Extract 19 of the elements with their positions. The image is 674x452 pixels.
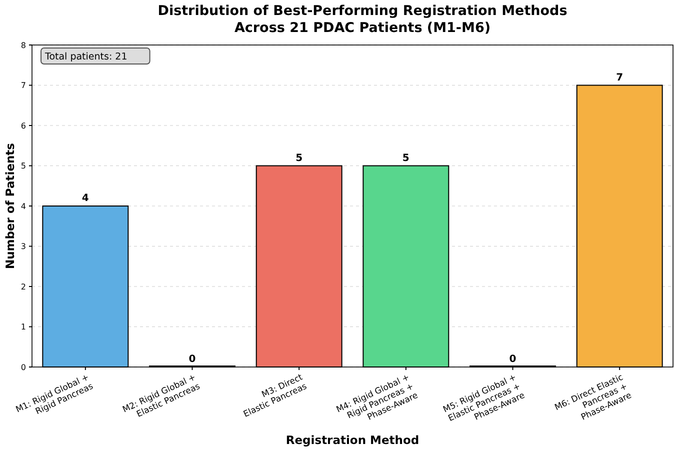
data-label: 4: [82, 193, 89, 204]
data-label: 0: [509, 354, 516, 365]
y-tick-label: 8: [20, 40, 26, 50]
y-tick-label: 3: [20, 242, 26, 252]
annotation: Total patients: 21: [44, 52, 128, 62]
y-tick-label: 4: [20, 202, 26, 211]
y-tick-label: 5: [20, 162, 26, 171]
y-axis-title: Number of Patients: [3, 142, 17, 270]
data-label: 0: [188, 354, 196, 365]
chart-title: Distribution of Best-Performing Registration Methods Across 21 PDAC Patients (M1-M6): [158, 3, 568, 36]
data-label: 7: [616, 72, 624, 84]
data-label: 5: [296, 152, 303, 164]
y-tick-label: 2: [20, 282, 26, 292]
y-tick-label: 1: [20, 322, 26, 332]
x-axis-title: Registration Method: [286, 433, 420, 447]
y-tick-label: 0: [20, 362, 26, 372]
y-tick-label: 6: [20, 121, 26, 130]
data-label: 5: [402, 152, 410, 164]
y-tick-label: 7: [20, 81, 26, 90]
